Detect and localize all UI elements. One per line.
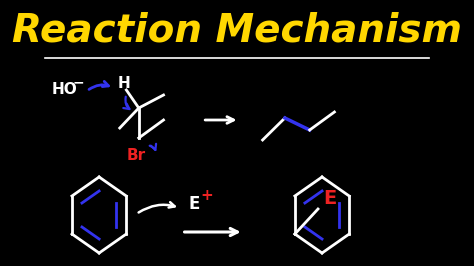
- Text: Reaction Mechanism: Reaction Mechanism: [12, 11, 462, 49]
- Text: E: E: [323, 189, 336, 209]
- Text: +: +: [200, 189, 213, 203]
- Text: E: E: [188, 195, 200, 213]
- Text: Br: Br: [127, 148, 146, 163]
- Text: −: −: [73, 75, 84, 89]
- Text: HO: HO: [52, 82, 77, 98]
- Text: H: H: [118, 77, 130, 92]
